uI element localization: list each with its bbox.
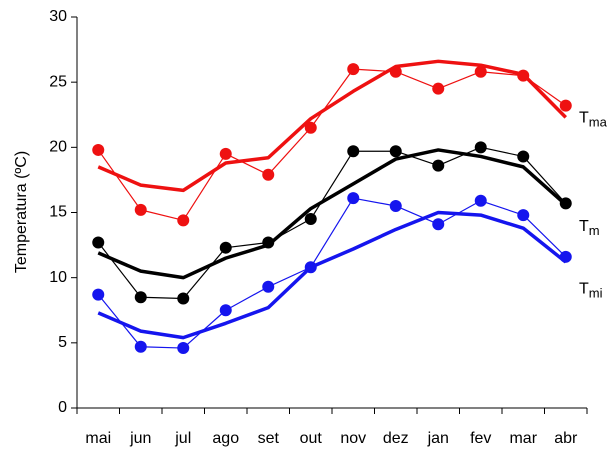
marker	[517, 209, 530, 222]
marker	[474, 194, 487, 207]
annotation: Tmi	[579, 281, 603, 301]
marker	[219, 304, 232, 317]
x-tick-label: out	[300, 430, 323, 447]
marker	[304, 121, 317, 134]
line	[97, 148, 567, 280]
x-tick-label: dez	[383, 430, 409, 447]
annotation-text: T	[579, 218, 589, 235]
annotation: Tma	[579, 110, 608, 130]
x-tick-label: set	[258, 430, 280, 447]
marker	[347, 63, 360, 76]
x-tick-label: abr	[554, 430, 578, 447]
x-tick-label: mai	[85, 430, 111, 447]
line	[97, 146, 567, 300]
y-tick-label: 25	[49, 73, 67, 90]
marker	[219, 241, 232, 254]
marker	[517, 150, 530, 163]
y-tick-label: 0	[58, 399, 67, 416]
x-tick-label: mar	[509, 430, 537, 447]
annotation: Tm	[579, 218, 600, 238]
annotation-sub: ma	[589, 115, 608, 130]
y-tick-label: 15	[49, 204, 67, 221]
line	[97, 59, 567, 193]
marker	[432, 218, 445, 231]
marker	[474, 141, 487, 154]
y-tick-label: 5	[58, 334, 67, 351]
marker	[134, 203, 147, 216]
marker	[389, 145, 402, 158]
marker	[134, 291, 147, 304]
x-tick-label: jan	[427, 430, 449, 447]
x-tick-label: fev	[470, 430, 491, 447]
marker	[432, 82, 445, 95]
marker	[262, 168, 275, 181]
line	[97, 68, 567, 221]
line	[97, 210, 567, 340]
marker	[92, 236, 105, 249]
marker	[92, 288, 105, 301]
x-tick-label: jun	[129, 430, 151, 447]
marker	[219, 147, 232, 160]
marker	[177, 342, 190, 355]
marker	[177, 292, 190, 305]
annotation-sub: mi	[589, 286, 603, 301]
marker	[559, 99, 572, 112]
marker	[474, 65, 487, 78]
marker	[347, 192, 360, 205]
line	[97, 197, 567, 349]
marker	[262, 280, 275, 293]
marker	[134, 340, 147, 353]
annotation-text: T	[579, 281, 589, 298]
marker	[92, 143, 105, 156]
x-tick-label: ago	[212, 430, 239, 447]
marker	[304, 213, 317, 226]
marker	[347, 145, 360, 158]
y-tick-label: 30	[49, 8, 67, 25]
annotation-sub: m	[589, 223, 600, 238]
marker	[389, 199, 402, 212]
y-tick-label: 10	[49, 269, 67, 286]
annotation-text: T	[579, 110, 589, 127]
y-axis-label: Temperatura (ºC)	[13, 151, 30, 273]
marker	[432, 159, 445, 172]
x-tick-label: jul	[174, 430, 191, 447]
marker	[177, 214, 190, 227]
x-tick-label: nov	[340, 430, 366, 447]
y-tick-label: 20	[49, 139, 67, 156]
